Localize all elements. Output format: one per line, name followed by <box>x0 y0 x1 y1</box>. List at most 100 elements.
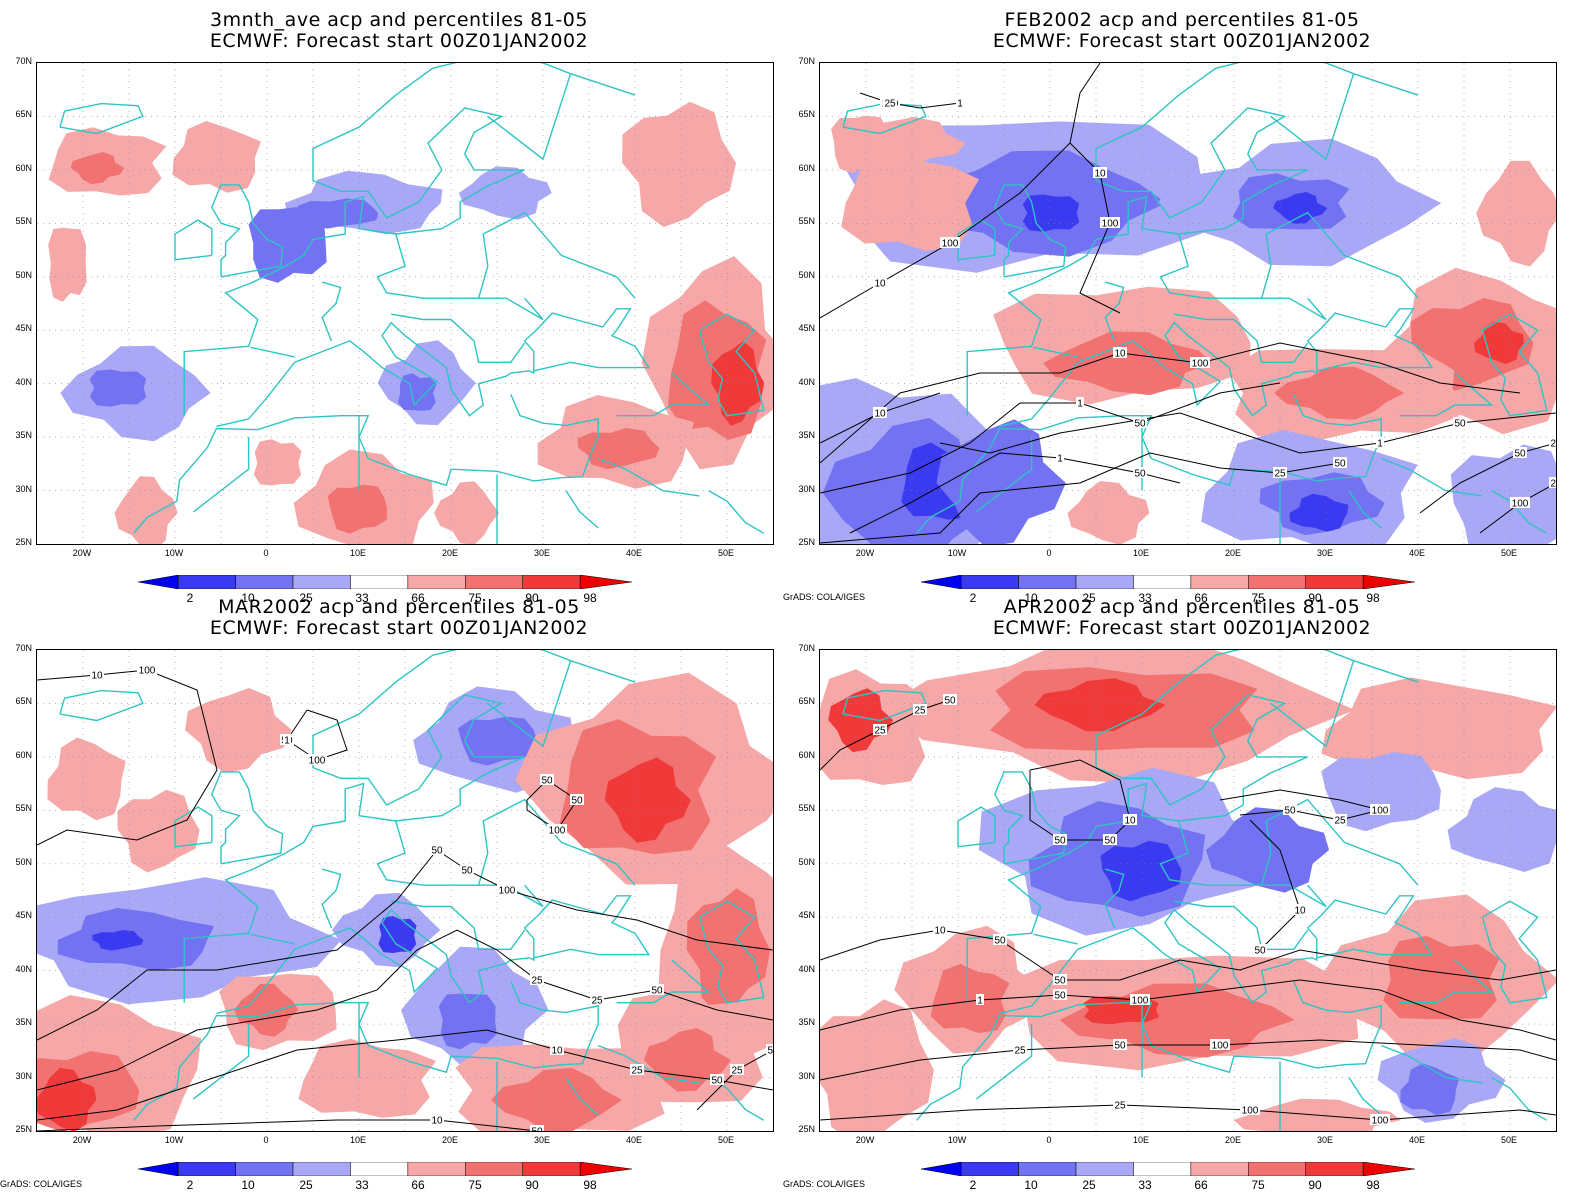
lon-tick-label: 20W <box>72 1135 92 1145</box>
panel-title-line1: 3mnth_ave acp and percentiles 81-05 <box>210 9 588 31</box>
contour-label: 50 <box>570 794 584 807</box>
lon-tick-label: 30E <box>1316 548 1333 558</box>
colorbar-tick-label: 66 <box>1194 591 1208 605</box>
coastline <box>842 102 927 135</box>
anomaly-region-p25 <box>89 369 147 407</box>
lat-tick-label: 70N <box>798 643 815 653</box>
colorbar <box>921 575 1415 589</box>
contour-label: 100 <box>547 824 567 837</box>
colorbar-tick-label: 2 <box>969 591 977 605</box>
coastline <box>957 806 996 848</box>
lat-tick-label: 45N <box>15 323 32 334</box>
colorbar-segment <box>350 1162 409 1176</box>
anomaly-fill <box>48 101 773 544</box>
coastline <box>994 771 1067 865</box>
map-area: 50 100 100 100 50 50 50 50 50 50 50 100 50 25 25 10 10 1 2… <box>819 649 1557 1132</box>
anomaly-region-p75 <box>327 484 388 534</box>
lon-tick-label: 40E <box>625 1135 642 1145</box>
coastline <box>616 372 711 417</box>
contour-line <box>820 979 1556 1041</box>
colorbar-segment <box>1133 1162 1192 1176</box>
grads-credit: GrADS: COLA/IGES <box>783 592 866 602</box>
contour-label: 100 <box>307 754 327 767</box>
contour-line <box>1029 759 1131 841</box>
coastline <box>1380 457 1483 497</box>
colorbar-tick-label: 75 <box>468 1178 482 1192</box>
coastline <box>216 308 651 428</box>
anomaly-region-p66 <box>253 439 302 486</box>
contour-label: 10 <box>430 1114 444 1127</box>
contour-line <box>859 92 961 109</box>
contour-label-text: 100 <box>309 756 326 767</box>
map-panel-mar2002: MAR2002 acp and percentiles 81-05 ECMWF:… <box>0 587 798 1192</box>
coastlines <box>59 63 765 544</box>
contour-label: 10 <box>1093 167 1107 180</box>
anomaly-region-p66 <box>1476 160 1556 267</box>
anomaly-region-p25 <box>397 373 437 411</box>
contour-label: 100 <box>1130 994 1150 1007</box>
colorbar-segment <box>1075 1162 1134 1176</box>
contour-label-text: 50 <box>1284 806 1296 817</box>
contour-line <box>939 412 1556 454</box>
lat-tick-label: 45N <box>798 910 815 921</box>
contour-label: 100 <box>1510 497 1530 510</box>
colorbar-arrow-low <box>138 1162 179 1176</box>
contour-line <box>37 1119 538 1131</box>
panel-title-line2: ECMWF: Forecast start 00Z01JAN2002 <box>992 617 1372 639</box>
lat-lon-grid <box>820 63 1556 544</box>
map-panel-feb2002: FEB2002 acp and percentiles 81-05 ECMWF:… <box>783 0 1581 605</box>
coastlines <box>59 650 765 1131</box>
panel-title-line2: ECMWF: Forecast start 00Z01JAN2002 <box>209 30 589 52</box>
colorbar-segment <box>292 1162 351 1176</box>
anomaly-region-p66 <box>1067 481 1150 544</box>
lat-tick-label: 50N <box>798 856 815 867</box>
lat-tick-label: 35N <box>798 430 815 441</box>
lat-tick-label: 65N <box>798 696 815 707</box>
lat-lon-grid <box>820 650 1556 1131</box>
anomaly-region-p66 <box>841 151 980 251</box>
anomaly-region-p66 <box>820 999 934 1131</box>
map-panel-apr2002: APR2002 acp and percentiles 81-05 ECMWF:… <box>783 587 1581 1192</box>
contour-label: 50 <box>710 1074 724 1087</box>
lon-tick-label: 20E <box>1224 1135 1241 1145</box>
coastline <box>1481 313 1548 417</box>
lat-tick-label: 60N <box>15 162 32 173</box>
contour-label: 25 <box>1273 467 1287 480</box>
contour-line <box>37 849 773 1041</box>
contour-label-text: 25 <box>591 996 603 1007</box>
lon-tick-label: 30E <box>533 1135 550 1145</box>
colorbar-tick-label: 10 <box>241 591 255 605</box>
lon-tick-label: 50E <box>1500 1135 1517 1145</box>
anomaly-fill <box>37 672 773 1131</box>
coastline <box>487 660 572 748</box>
colorbar-tick-label: 25 <box>299 1178 313 1192</box>
contour-line <box>820 342 1521 464</box>
coastline <box>1252 297 1327 321</box>
contour-label: 50 <box>1053 974 1067 987</box>
contour-label-text: 50 <box>1054 836 1066 847</box>
coastline <box>391 900 526 950</box>
anomaly-region-p75 <box>1043 331 1212 396</box>
coastline <box>192 1024 250 1100</box>
coastline <box>59 102 144 135</box>
anomaly-region-p90 <box>711 341 765 426</box>
contour-label: 10 <box>933 924 947 937</box>
colorbar <box>921 1162 1415 1176</box>
panel-title-line1: MAR2002 acp and percentiles 81-05 <box>218 596 580 618</box>
coastline <box>1491 489 1548 534</box>
lat-tick-label: 65N <box>798 109 815 120</box>
coastline <box>975 1024 1033 1100</box>
contour-label: 100 <box>1370 804 1390 817</box>
contour-label: 50 <box>460 864 474 877</box>
lat-tick-label: 45N <box>15 910 32 921</box>
lat-tick-label: 50N <box>798 269 815 280</box>
anomaly-region-p33 <box>1321 752 1441 832</box>
contour-label-text: 10 <box>551 1046 563 1057</box>
panel-title-line1: APR2002 acp and percentiles 81-05 <box>1003 596 1361 618</box>
coastline <box>250 933 295 945</box>
lon-tick-label: 20W <box>72 548 92 558</box>
colorbar-segment <box>522 1162 581 1176</box>
lat-tick-label: 70N <box>798 56 815 66</box>
coastline <box>1481 900 1548 1004</box>
colorbar-arrow-high <box>1362 575 1415 589</box>
